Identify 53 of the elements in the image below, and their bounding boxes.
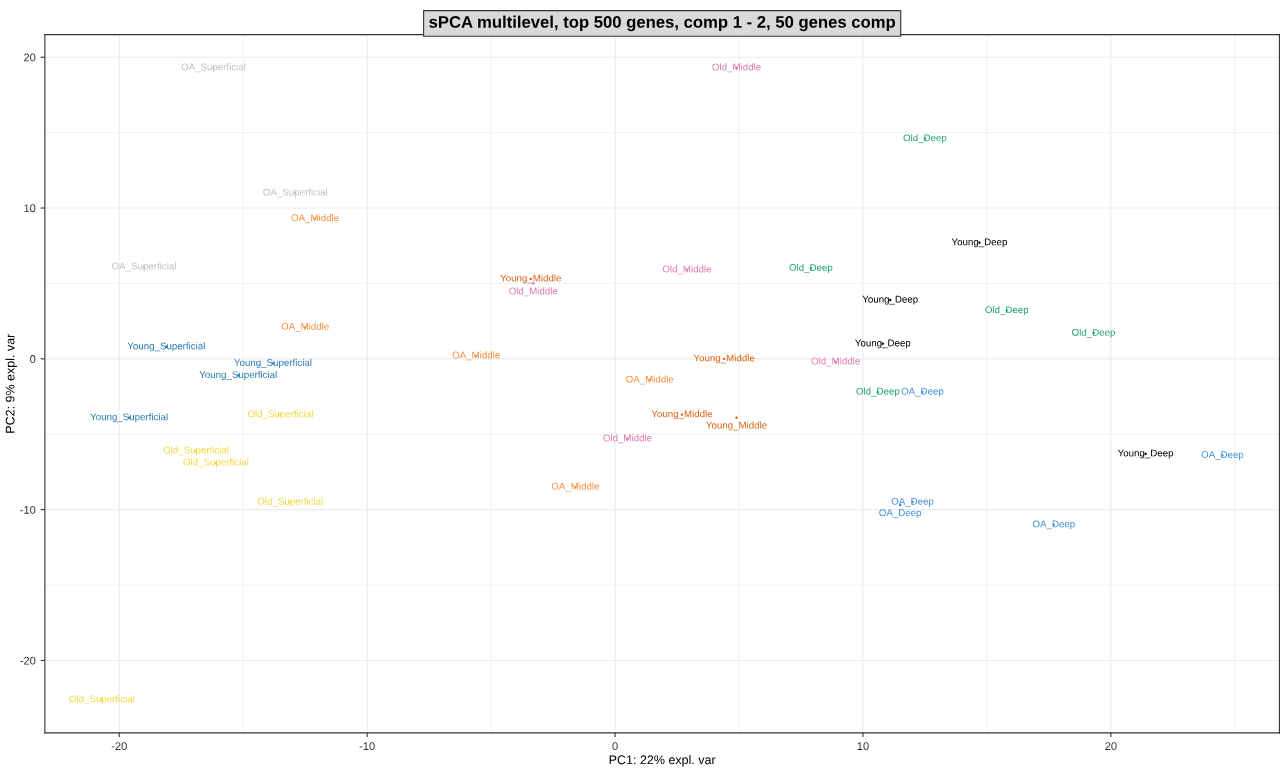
series-label: Old_Superficial xyxy=(69,695,135,705)
text: Old_Deep xyxy=(856,387,900,397)
text: OA_Superficial xyxy=(263,188,328,198)
series-label: OA_Middle xyxy=(551,482,599,492)
text: Old_Middle xyxy=(603,434,652,444)
point xyxy=(735,416,738,419)
text: Young_Superficial xyxy=(127,342,205,352)
text: Old_Deep xyxy=(985,306,1029,316)
text: Old_Middle xyxy=(509,287,558,297)
text: Old_Superficial xyxy=(257,497,323,507)
y-axis-title: PC2: 9% expl. var xyxy=(5,333,18,433)
text: OA_Middle xyxy=(291,214,339,224)
text: Old_Superficial xyxy=(183,458,249,468)
text: Young_Deep xyxy=(1117,449,1174,459)
y-tick-label: -10 xyxy=(20,505,36,514)
text: Young_Superficial xyxy=(234,358,312,368)
text: OA_Deep xyxy=(1032,520,1075,530)
text: Old_Middle xyxy=(712,63,761,73)
y-tick-label: 10 xyxy=(24,204,36,213)
text: Old_Deep xyxy=(1072,328,1115,338)
series-label: OA_Superficial xyxy=(181,63,246,73)
x-tick-label: 20 xyxy=(1105,742,1117,751)
text: Young_Deep xyxy=(855,339,911,349)
x-tick-label: -20 xyxy=(111,742,127,751)
text: Old_Deep xyxy=(789,263,833,273)
text: OA_Deep xyxy=(879,509,922,518)
text: Young_Middle xyxy=(651,410,713,420)
text: Old_Middle xyxy=(811,357,860,367)
text: Young_Middle xyxy=(693,354,755,364)
text: OA_Deep xyxy=(1201,451,1244,460)
y-tick-label: 0 xyxy=(30,355,36,363)
text: Old_Superficial xyxy=(163,446,229,456)
series-label: Young_Superficial xyxy=(199,370,277,380)
text: OA_Middle xyxy=(626,375,674,385)
x-tick-label: 10 xyxy=(857,742,869,751)
y-tick-label: 20 xyxy=(24,53,36,62)
text: Young_Middle xyxy=(706,421,767,431)
series-label: Old_Middle xyxy=(662,265,712,275)
text: OA_Deep xyxy=(891,497,934,507)
chart-title: sPCA multilevel, top 500 genes, comp 1 - 2, 50 genes comp xyxy=(429,15,896,32)
series-label: Old_Deep xyxy=(903,134,947,144)
text: Young_Superficial xyxy=(90,413,168,423)
text: OA_Middle xyxy=(281,322,329,332)
y-tick-label: -20 xyxy=(20,656,36,665)
text: Young_Deep xyxy=(951,238,1007,248)
text: Old_Superficial xyxy=(247,410,313,420)
x-tick-label: -10 xyxy=(359,742,375,751)
series-label: Young_Middle xyxy=(500,274,561,284)
x-tick-label: 0 xyxy=(612,742,618,751)
text: OA_Middle xyxy=(452,351,500,361)
x-axis-title: PC1: 22% expl. var xyxy=(609,755,716,767)
series-label: Young_Deep xyxy=(862,295,918,305)
series-label: OA_Deep xyxy=(901,387,944,397)
